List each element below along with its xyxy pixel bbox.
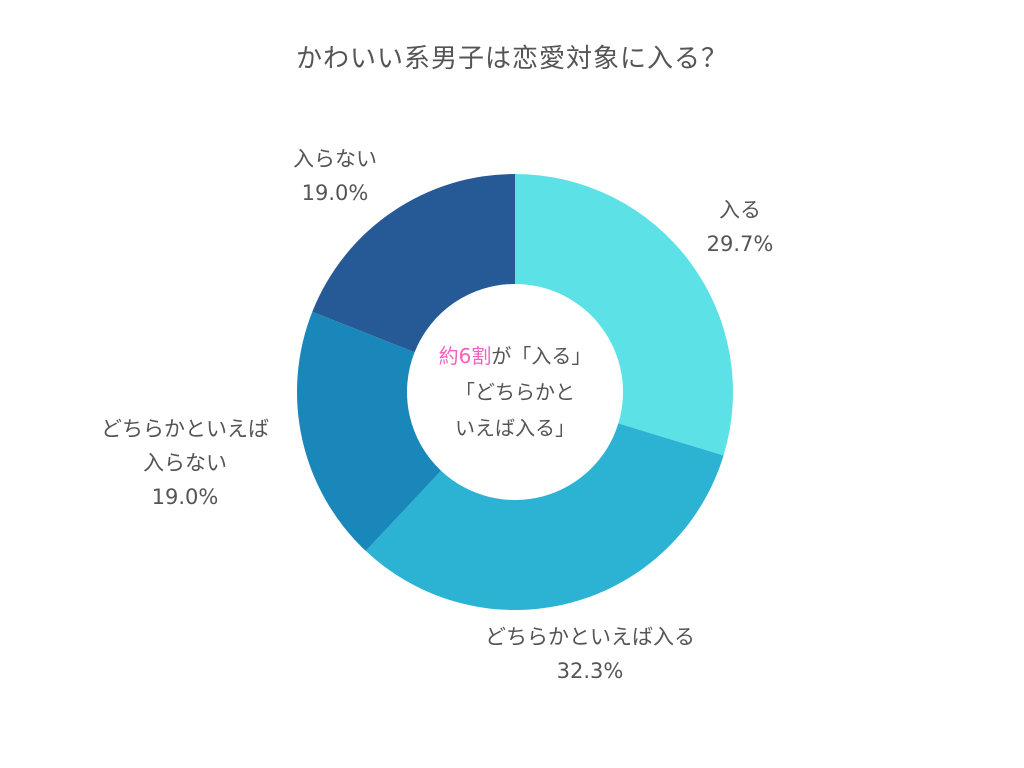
label-dochiraka-hairu-name: どちらかといえば入る	[485, 625, 695, 649]
label-dochiraka-hairu: どちらかといえば入る 32.3%	[440, 620, 740, 688]
label-hairu-pct: 29.7%	[706, 232, 774, 256]
center-line1: が「入る」	[491, 344, 592, 368]
slice-dochiraka-hairu	[365, 423, 724, 610]
label-hairanai: 入らない 19.0%	[270, 142, 400, 210]
label-dochiraka-hairanai-name2: 入らない	[143, 451, 227, 475]
label-hairu: 入る 29.7%	[680, 193, 800, 261]
label-hairanai-name: 入らない	[293, 147, 377, 171]
slice-hairu	[515, 174, 733, 456]
center-line2: 「どちらかと	[455, 380, 575, 404]
label-dochiraka-hairanai-pct: 19.0%	[151, 485, 219, 509]
label-dochiraka-hairanai-name1: どちらかといえば	[101, 417, 269, 441]
label-hairu-name: 入る	[719, 198, 761, 222]
label-dochiraka-hairanai: どちらかといえば 入らない 19.0%	[70, 412, 300, 514]
slice-hairanai	[312, 174, 515, 353]
center-annotation: 約6割が「入る」 「どちらかと いえば入る」	[405, 338, 625, 446]
label-hairanai-pct: 19.0%	[301, 181, 369, 205]
center-line3: いえば入る」	[455, 416, 575, 440]
chart-title: かわいい系男子は恋愛対象に入る？	[295, 44, 728, 74]
label-dochiraka-hairu-pct: 32.3%	[556, 659, 624, 683]
center-highlight: 約6割	[438, 344, 492, 368]
slice-dochiraka-hairanai	[296, 311, 442, 551]
